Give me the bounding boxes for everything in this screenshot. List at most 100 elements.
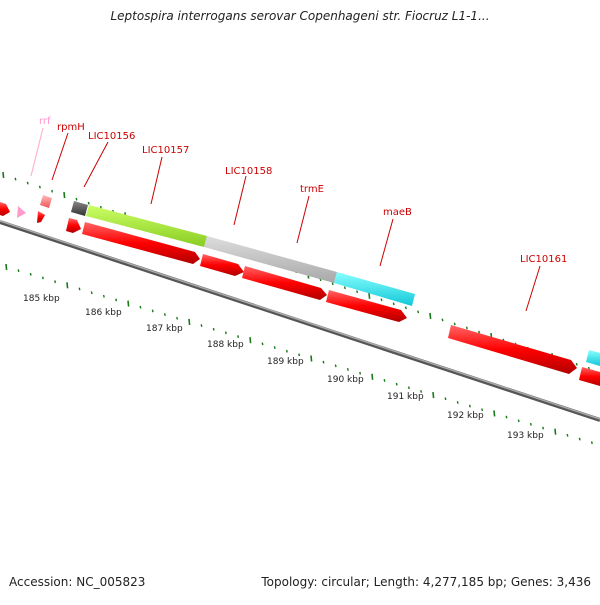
label-leaders <box>30 127 541 312</box>
gene-arrow-3[interactable] <box>200 254 244 276</box>
minor-tick <box>90 291 93 295</box>
accession-label: Accession: NC_005823 <box>9 575 146 589</box>
gene-arrow-6[interactable] <box>448 325 577 374</box>
minor-tick <box>517 419 520 423</box>
minor-tick <box>392 302 395 306</box>
feature-small-red-arrow[interactable] <box>37 211 45 223</box>
major-tick <box>310 355 313 362</box>
minor-tick <box>444 397 447 401</box>
minor-tick <box>331 282 334 286</box>
minor-tick <box>468 404 471 408</box>
minor-tick <box>322 360 325 364</box>
minor-tick <box>273 346 276 349</box>
minor-tick <box>54 280 57 284</box>
minor-tick <box>115 298 118 302</box>
scale-labels: 185 kbp 186 kbp 187 kbp 188 kbp 189 kbp … <box>23 294 544 441</box>
minor-tick <box>395 382 398 386</box>
minor-tick <box>441 318 444 322</box>
minor-tick <box>139 305 142 309</box>
scale-label: 185 kbp <box>23 294 60 304</box>
gene-arrow-4[interactable] <box>242 266 327 300</box>
minor-tick <box>505 415 508 419</box>
gene-arrow-7[interactable] <box>579 367 600 386</box>
minor-tick <box>261 342 264 346</box>
major-tick <box>66 282 69 289</box>
major-tick <box>5 263 8 271</box>
feature-right-edge-cyan[interactable] <box>586 350 600 366</box>
gene-arrow-1[interactable] <box>66 218 81 233</box>
scale-label: 188 kbp <box>207 340 244 350</box>
feature-rpmH[interactable] <box>40 195 52 208</box>
minor-tick <box>346 368 349 371</box>
gene-label-trmE[interactable]: trmE <box>300 184 324 195</box>
feature-LIC10157[interactable] <box>86 205 207 247</box>
minor-tick <box>176 316 179 320</box>
minor-tick <box>404 306 407 310</box>
scale-label: 191 kbp <box>387 392 424 402</box>
feature-track-outer <box>0 195 600 366</box>
minor-tick <box>566 433 569 437</box>
scale-label: 187 kbp <box>146 324 183 334</box>
lower-tick-ruler <box>5 263 593 445</box>
gene-labels: rrf rpmH LIC10156 LIC10157 LIC10158 trmE… <box>39 116 567 265</box>
minor-tick <box>151 309 154 313</box>
major-tick <box>249 337 252 344</box>
minor-tick <box>200 324 203 327</box>
minor-tick <box>26 181 29 185</box>
minor-tick <box>51 189 54 193</box>
minor-tick <box>542 426 545 430</box>
minor-tick <box>38 185 41 189</box>
gene-label-LIC10157[interactable]: LIC10157 <box>142 145 189 156</box>
minor-tick <box>383 379 386 382</box>
minor-tick <box>75 197 78 201</box>
minor-tick <box>380 298 383 302</box>
minor-tick <box>78 287 81 291</box>
scale-label: 186 kbp <box>85 308 122 318</box>
minor-tick <box>417 310 420 314</box>
minor-tick <box>578 437 581 441</box>
gene-label-maeB[interactable]: maeB <box>383 207 412 218</box>
minor-tick <box>102 294 105 298</box>
genome-title: Leptospira interrogans serovar Copenhage… <box>110 9 490 23</box>
minor-tick <box>420 390 423 393</box>
gene-label-LIC10161[interactable]: LIC10161 <box>520 254 567 265</box>
gene-label-LIC10158[interactable]: LIC10158 <box>225 166 272 177</box>
major-tick <box>127 300 130 307</box>
feature-left-edge-red[interactable] <box>0 202 10 216</box>
major-tick <box>554 428 557 435</box>
gene-arrow-5[interactable] <box>326 290 407 322</box>
feature-track-inner <box>66 218 600 386</box>
minor-tick <box>163 313 166 316</box>
minor-tick <box>212 327 215 331</box>
major-tick <box>371 373 374 380</box>
minor-tick <box>224 331 227 335</box>
gene-label-LIC10156[interactable]: LIC10156 <box>88 131 135 142</box>
minor-tick <box>14 177 17 181</box>
scale-label: 192 kbp <box>447 411 484 421</box>
minor-tick <box>17 269 20 273</box>
gene-label-rrf[interactable]: rrf <box>39 116 51 127</box>
gene-label-rpmH[interactable]: rpmH <box>57 122 85 133</box>
major-tick <box>188 318 191 325</box>
minor-tick <box>456 401 459 404</box>
feature-LIC10158[interactable] <box>204 236 337 283</box>
major-tick <box>493 410 496 417</box>
scale-label: 193 kbp <box>507 431 544 441</box>
minor-tick <box>334 364 337 368</box>
gene-arrow-2[interactable] <box>82 222 200 264</box>
major-tick <box>2 171 5 179</box>
feature-rrf-arrow[interactable] <box>17 206 26 218</box>
feature-LIC10156[interactable] <box>71 201 88 216</box>
minor-tick <box>356 290 359 294</box>
major-tick <box>63 192 66 199</box>
minor-tick <box>359 371 362 375</box>
minor-tick <box>481 408 484 412</box>
minor-tick <box>99 205 102 209</box>
backbone <box>0 220 600 422</box>
minor-tick <box>237 335 240 338</box>
minor-tick <box>407 386 410 390</box>
minor-tick <box>590 441 593 445</box>
feature-maeB[interactable] <box>334 272 415 306</box>
